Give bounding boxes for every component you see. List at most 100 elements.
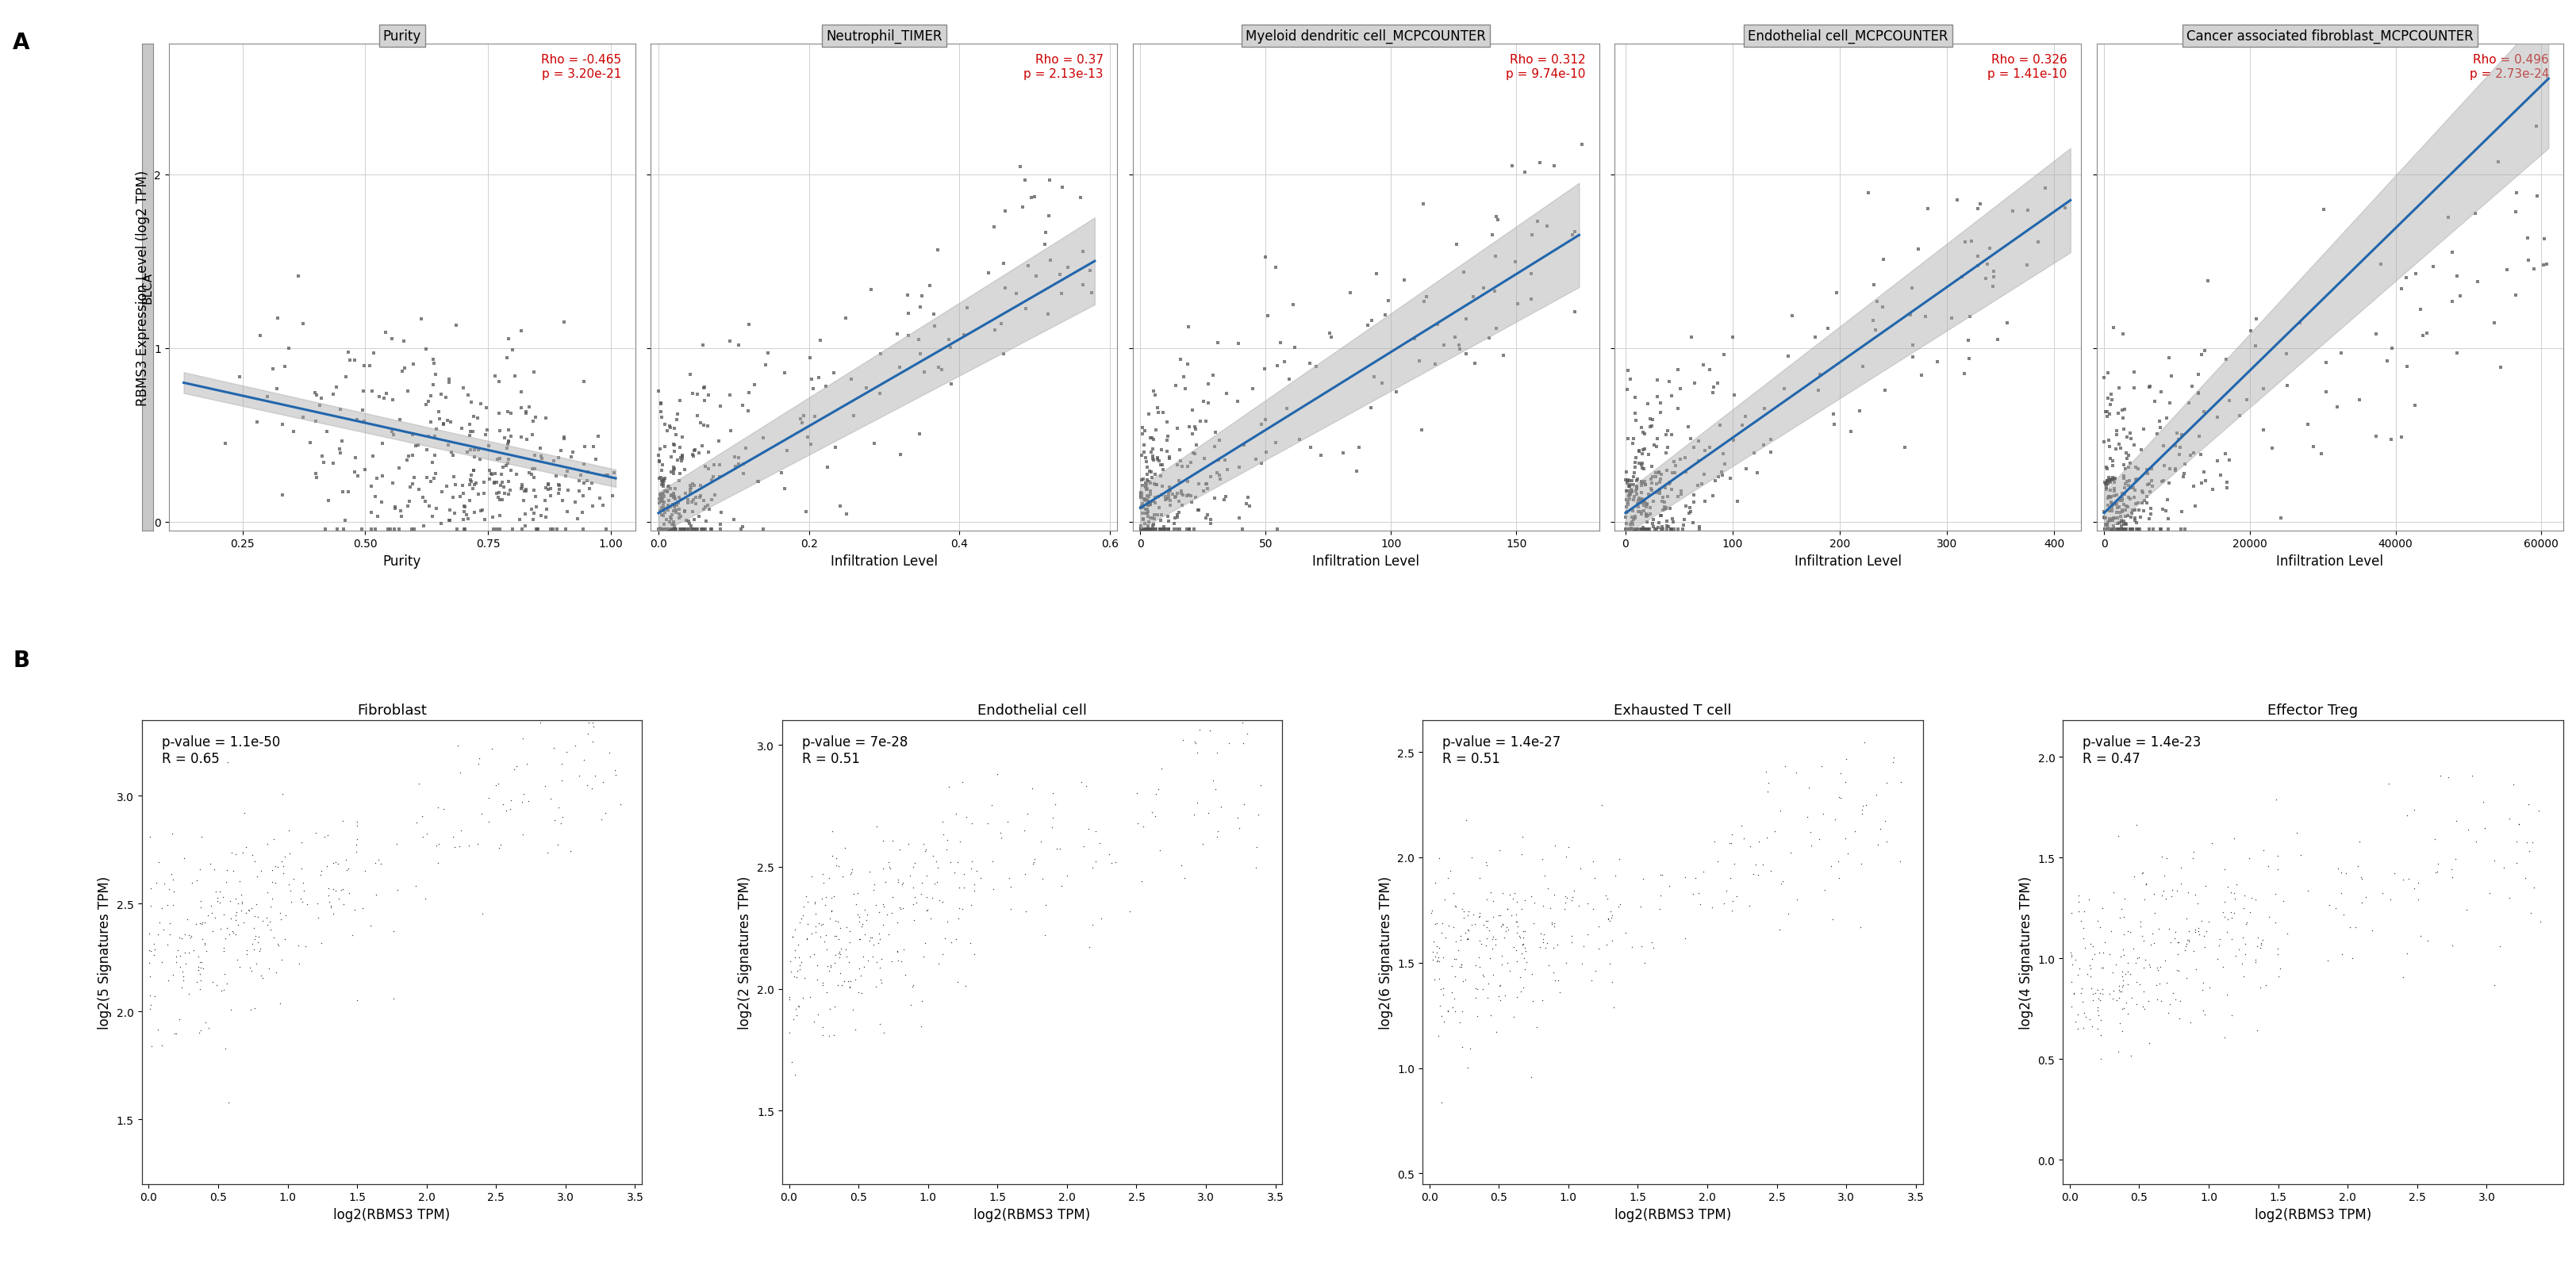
Point <box>1471 929 1512 950</box>
Point <box>1739 831 1780 852</box>
Point <box>355 468 397 489</box>
Point <box>2182 911 2223 932</box>
Point <box>2141 519 2182 540</box>
Point <box>2478 153 2519 173</box>
Point <box>811 901 853 922</box>
Point <box>1618 440 1659 461</box>
Point <box>129 827 170 848</box>
Point <box>2105 519 2146 540</box>
Point <box>724 454 765 475</box>
Point <box>878 358 920 378</box>
Point <box>448 509 489 530</box>
Point <box>1126 494 1167 514</box>
Point <box>2202 903 2244 923</box>
Point <box>652 504 693 524</box>
Point <box>662 519 703 540</box>
Point <box>647 519 688 540</box>
Point <box>1090 844 1131 864</box>
Point <box>1090 853 1131 873</box>
Point <box>505 480 546 500</box>
Point <box>1188 393 1229 414</box>
Point <box>2164 454 2205 475</box>
Point <box>1164 367 1206 387</box>
Point <box>546 466 587 486</box>
Point <box>528 843 569 863</box>
Point <box>363 434 404 454</box>
Point <box>392 425 433 446</box>
Point <box>791 867 832 887</box>
Point <box>981 313 1023 334</box>
Point <box>1167 485 1208 505</box>
Point <box>667 490 708 510</box>
Point <box>2148 1002 2190 1022</box>
Point <box>1571 970 1613 990</box>
Point <box>2050 943 2092 964</box>
Point <box>2092 470 2133 490</box>
Point <box>943 773 984 793</box>
Text: Rho = 0.37
p = 2.13e-13: Rho = 0.37 p = 2.13e-13 <box>1023 55 1103 80</box>
Point <box>2130 476 2172 496</box>
Point <box>641 468 683 489</box>
Point <box>1236 838 1278 858</box>
Point <box>1530 897 1571 918</box>
Point <box>2483 858 2524 878</box>
Point <box>260 950 301 970</box>
Point <box>1115 783 1157 803</box>
Point <box>1458 906 1499 927</box>
Point <box>1123 519 1164 540</box>
Point <box>1133 429 1175 449</box>
Point <box>1667 462 1708 482</box>
Point <box>2257 859 2298 880</box>
Point <box>2159 961 2200 981</box>
Point <box>345 862 386 882</box>
Point <box>1726 407 1767 428</box>
Point <box>1337 438 1378 458</box>
Point <box>1128 519 1170 540</box>
Point <box>2107 472 2148 493</box>
Point <box>258 309 299 330</box>
Point <box>2383 869 2424 890</box>
Point <box>675 519 716 540</box>
Point <box>2102 975 2143 995</box>
Point <box>505 481 546 502</box>
Point <box>2063 901 2105 922</box>
Point <box>845 910 886 931</box>
Point <box>806 939 848 960</box>
Point <box>1754 821 1795 841</box>
Point <box>1275 337 1316 358</box>
Point <box>801 331 842 351</box>
Point <box>641 519 683 540</box>
Point <box>2208 479 2249 499</box>
Point <box>2123 490 2164 510</box>
Point <box>837 911 878 932</box>
Point <box>2105 496 2146 517</box>
Point <box>2094 481 2136 502</box>
Point <box>461 502 502 522</box>
Point <box>2506 251 2548 271</box>
Point <box>953 945 994 965</box>
Point <box>1883 438 1924 458</box>
Point <box>2092 384 2133 405</box>
Point <box>2105 519 2146 540</box>
Point <box>2437 344 2478 364</box>
Point <box>698 454 739 475</box>
Point <box>330 883 371 904</box>
Point <box>335 448 376 468</box>
Point <box>2148 509 2190 530</box>
Point <box>227 945 268 965</box>
Point <box>1435 327 1476 348</box>
Point <box>1528 878 1569 899</box>
Point <box>1620 493 1662 513</box>
Point <box>1646 461 1687 481</box>
Point <box>2166 931 2208 951</box>
Point <box>1744 398 1785 419</box>
Point <box>672 474 714 494</box>
X-axis label: Infiltration Level: Infiltration Level <box>2277 554 2383 568</box>
Point <box>407 426 448 447</box>
Point <box>1126 452 1167 472</box>
Point <box>714 510 755 531</box>
Point <box>479 838 520 858</box>
Point <box>894 910 935 931</box>
Point <box>654 488 696 508</box>
Point <box>149 924 191 945</box>
